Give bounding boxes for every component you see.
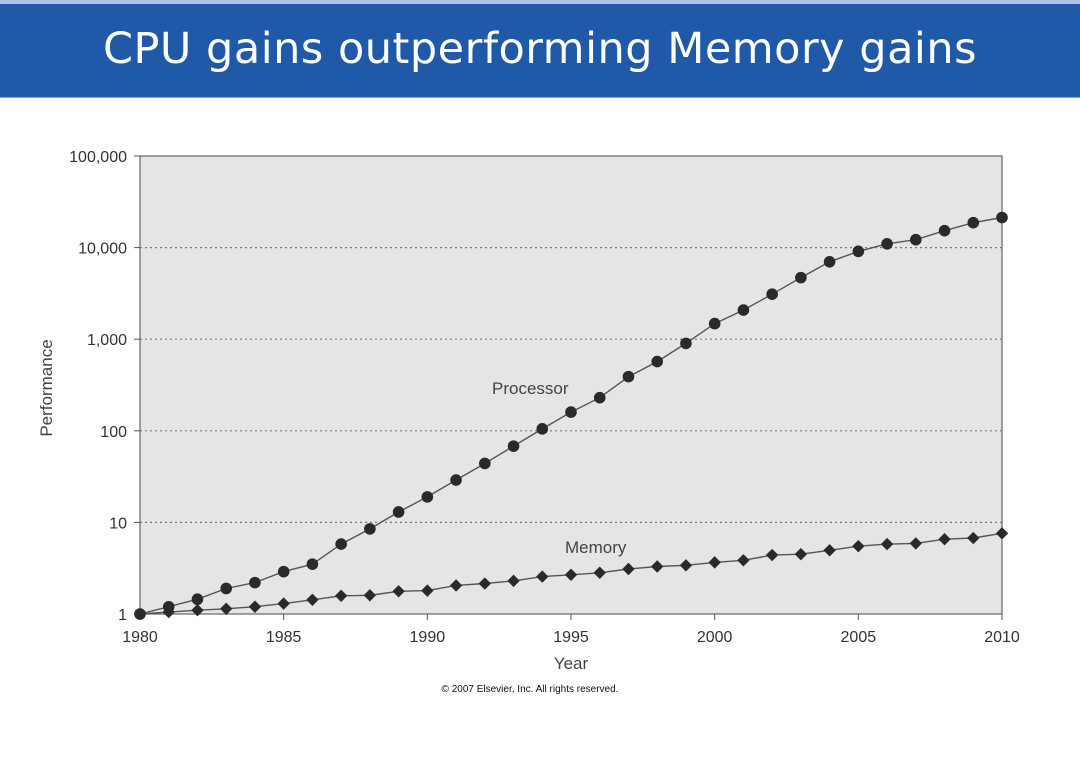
x-tick-label: 2005 xyxy=(841,629,877,646)
top-accent-strip xyxy=(0,0,1080,4)
x-tick-label: 1980 xyxy=(122,629,158,646)
y-tick-label: 100,000 xyxy=(69,149,127,166)
memory-point xyxy=(794,547,808,561)
processor-point xyxy=(277,565,290,578)
memory-point xyxy=(449,579,463,592)
y-axis-title: Performance xyxy=(37,339,56,436)
y-tick-label: 10,000 xyxy=(78,241,127,258)
memory-point xyxy=(421,584,434,597)
y-tick-label: 100 xyxy=(100,424,127,441)
memory-point xyxy=(880,537,894,551)
processor-point xyxy=(996,211,1008,224)
memory-point xyxy=(478,577,491,590)
processor-point xyxy=(881,238,893,250)
memory-point xyxy=(191,604,204,617)
x-tick-label: 2010 xyxy=(984,629,1020,646)
series-layer xyxy=(133,211,1009,621)
memory-point xyxy=(536,570,549,583)
memory-point xyxy=(823,544,836,557)
processor-point xyxy=(852,245,865,258)
processor-point xyxy=(823,255,836,268)
x-tick-label: 1995 xyxy=(553,629,589,646)
processor-point xyxy=(507,440,520,452)
memory-point xyxy=(708,556,721,569)
memory-point xyxy=(392,585,405,598)
processor-point xyxy=(392,506,405,518)
memory-point xyxy=(363,589,377,602)
processor-point xyxy=(536,423,549,435)
memory-point xyxy=(651,560,664,573)
processor-point xyxy=(479,457,491,470)
processor-point xyxy=(910,233,922,246)
memory-point xyxy=(306,593,319,606)
processor-point xyxy=(565,406,577,418)
memory-point xyxy=(765,548,779,562)
processor-point xyxy=(220,582,232,595)
x-axis: 1980 1985 1990 1995 2000 2005 2010 xyxy=(122,614,1020,646)
processor-point xyxy=(593,391,606,404)
y-tick-label: 10 xyxy=(109,515,127,532)
memory-point xyxy=(852,539,865,553)
processor-point xyxy=(306,558,319,570)
processor-point xyxy=(938,224,951,237)
copyright-notice: © 2007 Elsevier, Inc. All rights reserve… xyxy=(442,684,619,695)
x-tick-label: 1990 xyxy=(410,629,446,646)
title-bar: CPU gains outperforming Memory gains xyxy=(0,4,1080,97)
processor-point xyxy=(651,355,663,368)
y-tick-label: 1,000 xyxy=(87,332,127,349)
y-tick-label: 1 xyxy=(118,607,127,624)
processor-point xyxy=(421,491,434,503)
x-tick-label: 2000 xyxy=(697,629,733,646)
processor-point xyxy=(249,576,261,589)
memory-point xyxy=(938,533,951,546)
memory-point xyxy=(967,531,980,545)
processor-point xyxy=(967,216,980,229)
x-axis-title: Year xyxy=(554,654,589,673)
memory-point xyxy=(564,568,578,581)
memory-point xyxy=(162,605,175,619)
memory-point xyxy=(507,574,520,588)
processor-series-label: Processor xyxy=(492,379,569,398)
y-axis: 1 10 100 1,000 10,000 100,000 xyxy=(69,149,140,624)
processor-point xyxy=(622,370,635,383)
memory-point xyxy=(622,562,635,576)
memory-point xyxy=(133,607,147,621)
slide-title: CPU gains outperforming Memory gains xyxy=(102,23,978,74)
memory-series-label: Memory xyxy=(565,538,627,557)
memory-point xyxy=(995,527,1009,540)
memory-point xyxy=(334,589,348,603)
plot-area xyxy=(139,155,1003,615)
gridlines xyxy=(140,247,1002,524)
memory-point xyxy=(909,537,922,550)
memory-point xyxy=(248,600,262,613)
processor-point xyxy=(364,523,376,535)
processor-point xyxy=(708,317,721,330)
processor-point xyxy=(450,474,462,486)
processor-point xyxy=(335,538,347,550)
processor-point xyxy=(766,288,778,300)
x-tick-label: 1985 xyxy=(266,629,302,646)
processor-point xyxy=(680,337,692,350)
memory-point xyxy=(277,597,290,610)
processor-point xyxy=(191,593,204,606)
processor-point xyxy=(795,271,807,284)
memory-point xyxy=(220,602,233,615)
processor-point xyxy=(737,304,750,316)
memory-point xyxy=(737,554,750,567)
memory-point xyxy=(679,559,693,572)
memory-point xyxy=(593,566,606,579)
